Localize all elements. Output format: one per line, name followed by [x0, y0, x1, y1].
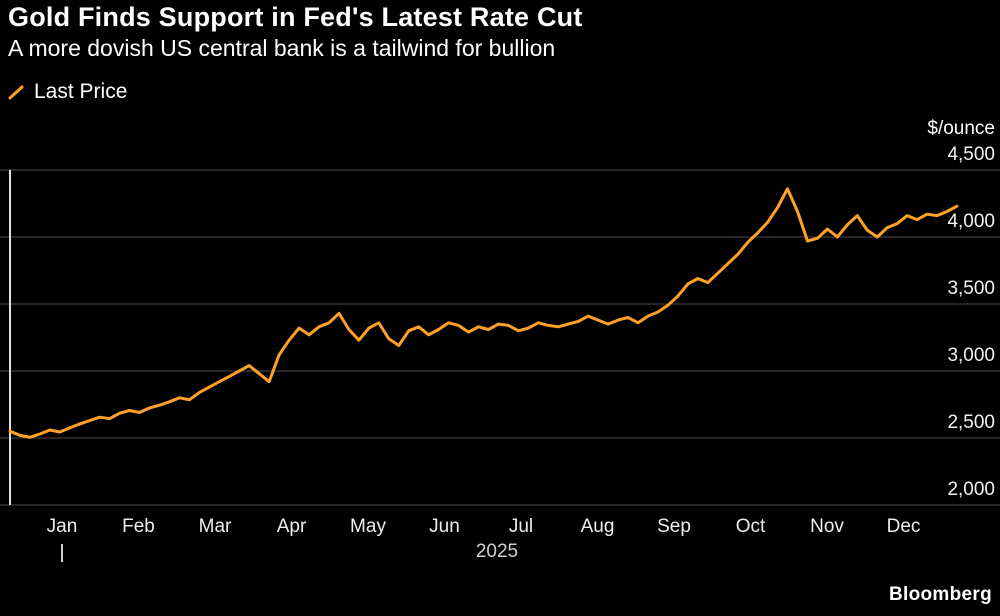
x-tick-label-mar: Mar	[198, 516, 232, 537]
x-tick-label-aug: Aug	[580, 516, 615, 537]
x-tick-label-jul: Jul	[508, 516, 534, 537]
x-tick-label-oct: Oct	[735, 516, 766, 537]
chart-subtitle: A more dovish US central bank is a tailw…	[8, 35, 556, 61]
legend: Last Price	[8, 80, 127, 104]
x-tick-label-jan: Jan	[46, 516, 78, 537]
x-tick-label-nov: Nov	[810, 516, 844, 537]
y-tick-label: 4,000	[947, 211, 995, 232]
y-axis-unit-label: $/ounce	[927, 118, 995, 139]
y-tick-label: 2,500	[947, 412, 995, 433]
y-tick-label: 2,000	[947, 479, 995, 500]
x-tick-label-dec: Dec	[886, 516, 921, 537]
x-tick-label-jun: Jun	[429, 516, 460, 537]
x-tick-label-apr: Apr	[276, 516, 307, 537]
y-tick-label: 3,000	[947, 345, 995, 366]
chart-title: Gold Finds Support in Fed's Latest Rate …	[8, 2, 583, 32]
y-tick-label: 3,500	[947, 278, 995, 299]
line-series-icon	[8, 84, 25, 101]
x-tick-label-sep: Sep	[657, 516, 691, 537]
legend-label: Last Price	[34, 80, 128, 103]
x-tick-label-feb: Feb	[122, 516, 155, 537]
x-tick-label-may: May	[350, 516, 386, 537]
x-axis-year-label: 2025	[475, 541, 519, 562]
year-start-tick	[61, 544, 63, 562]
bloomberg-logo: Bloomberg	[889, 584, 992, 605]
y-tick-label: 4,500	[947, 144, 995, 165]
last-price-line	[8, 187, 959, 439]
